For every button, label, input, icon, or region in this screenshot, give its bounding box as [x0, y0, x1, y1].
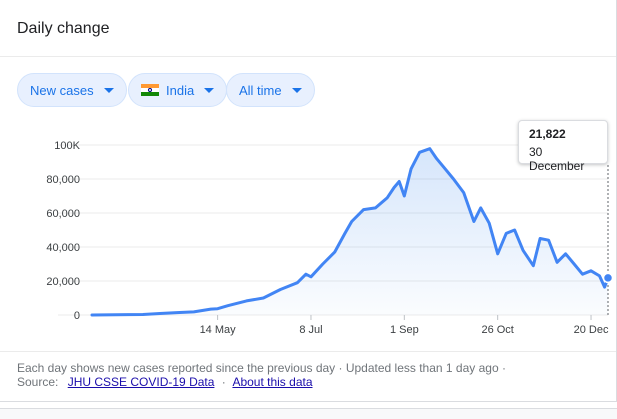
cases-chart[interactable]: 0 20,000 40,000 60,000 80,000 100K 14 May 8 Jul… — [0, 115, 617, 345]
y-tick-label: 40,000 — [46, 242, 80, 254]
india-flag-icon — [141, 84, 159, 96]
next-card-edge — [0, 408, 617, 419]
metric-dropdown[interactable]: New cases — [17, 73, 127, 107]
time-range-dropdown[interactable]: All time — [226, 73, 315, 107]
source-label: Source: — [17, 375, 59, 389]
tooltip-value: 21,822 — [529, 127, 566, 141]
footer-divider — [0, 351, 616, 352]
metric-dropdown-label: New cases — [30, 82, 94, 98]
y-tick-label: 20,000 — [46, 276, 80, 288]
hover-point — [602, 272, 614, 284]
source-line: Source: JHU CSSE COVID-19 Data · About t… — [17, 375, 506, 389]
time-range-dropdown-label: All time — [239, 82, 282, 98]
x-tick-label: 20 Dec — [574, 324, 609, 336]
chart-tooltip: 21,822 30 December — [518, 120, 608, 173]
about-data-link[interactable]: About this data — [232, 375, 313, 389]
tooltip-date: 30 December — [529, 145, 585, 173]
footnote-text: Each day shows new cases reported since … — [17, 361, 506, 375]
y-tick-label: 80,000 — [46, 174, 80, 186]
chart-footnote: Each day shows new cases reported since … — [17, 361, 506, 389]
x-tick-label: 8 Jul — [299, 324, 322, 336]
daily-change-card: Daily change New cases India All time 0 2… — [0, 0, 617, 402]
x-tick-label: 1 Sep — [390, 324, 419, 336]
chevron-down-icon — [291, 87, 302, 93]
x-tick-label: 26 Oct — [481, 324, 513, 336]
chevron-down-icon — [103, 87, 114, 93]
source-link[interactable]: JHU CSSE COVID-19 Data — [67, 375, 215, 389]
y-tick-label: 100K — [54, 140, 80, 152]
y-tick-label: 60,000 — [46, 208, 80, 220]
x-tick-label: 14 May — [200, 324, 237, 336]
region-dropdown[interactable]: India — [128, 73, 228, 107]
separator-dot: · — [221, 375, 226, 389]
series-line — [90, 147, 610, 317]
title-divider — [0, 56, 616, 57]
region-dropdown-label: India — [166, 82, 195, 98]
y-tick-label: 0 — [74, 310, 80, 322]
chevron-down-icon — [204, 87, 215, 93]
series-area — [92, 148, 608, 315]
card-title: Daily change — [17, 20, 110, 37]
